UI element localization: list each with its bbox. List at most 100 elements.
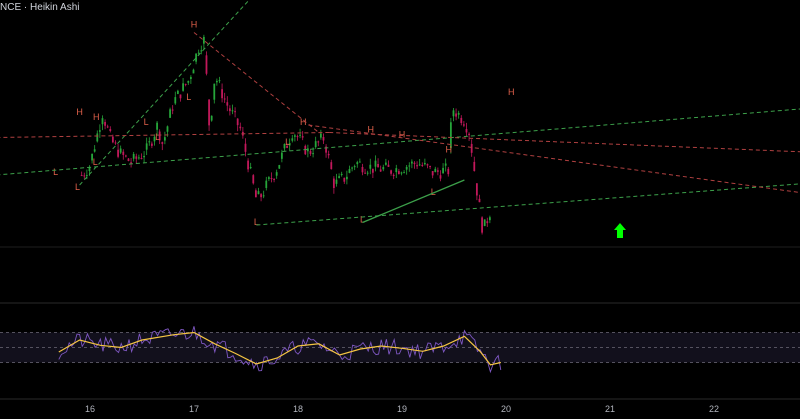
candle-body xyxy=(93,149,96,152)
pivot-label: L xyxy=(144,117,149,127)
candle-body xyxy=(288,143,291,146)
candle-body xyxy=(161,142,164,144)
candle-body xyxy=(221,89,223,99)
candle-body xyxy=(382,167,385,170)
trendline-solid xyxy=(362,179,465,224)
candle-body xyxy=(244,143,247,152)
candle-body xyxy=(338,176,340,178)
candle-body xyxy=(205,55,208,74)
candle-body xyxy=(153,136,156,142)
candle-body xyxy=(169,109,171,118)
candle-body xyxy=(124,155,127,157)
candle-body xyxy=(434,168,437,173)
candle-body xyxy=(470,143,473,153)
symbol-fragment: NCE xyxy=(0,2,22,13)
candle-body xyxy=(278,165,281,169)
candle-body xyxy=(234,111,236,113)
candle-body xyxy=(247,160,249,170)
candle-body xyxy=(140,157,143,159)
candle-body xyxy=(473,161,476,172)
candle-body xyxy=(332,178,335,189)
candle-body xyxy=(226,102,229,106)
candle-body xyxy=(465,129,468,133)
candle-body xyxy=(330,162,333,170)
trendline-resistance-3 xyxy=(329,132,800,153)
candle-body xyxy=(390,170,392,174)
candle-body xyxy=(145,143,148,150)
candle-body xyxy=(460,117,463,124)
candle-body xyxy=(249,166,252,169)
pivot-label: H xyxy=(399,130,406,140)
candle-body xyxy=(403,172,405,174)
candle-body xyxy=(483,219,486,227)
candle-body xyxy=(486,221,489,224)
pivot-label: L xyxy=(285,137,290,147)
candle-body xyxy=(254,190,257,198)
candle-body xyxy=(387,164,390,167)
candle-body xyxy=(231,110,234,112)
pivot-label: L xyxy=(75,182,80,192)
candle-body xyxy=(88,166,91,172)
candle-body xyxy=(265,180,268,188)
candle-body xyxy=(283,143,286,149)
candle-body xyxy=(184,83,187,85)
candle-body xyxy=(421,164,424,166)
pivot-label: L xyxy=(93,157,98,167)
candle-body xyxy=(202,36,205,44)
pivot-label: L xyxy=(155,132,160,142)
rsi-line xyxy=(58,326,502,374)
candle-body xyxy=(101,118,104,125)
candle-body xyxy=(200,50,203,52)
candle-body xyxy=(189,77,192,79)
candle-body xyxy=(275,172,278,176)
candle-body xyxy=(135,156,138,159)
candle-body xyxy=(309,151,312,154)
candle-body xyxy=(335,179,338,184)
x-tick-label: 19 xyxy=(397,404,407,414)
candle-body xyxy=(223,98,226,100)
candle-body xyxy=(270,178,273,180)
candle-body xyxy=(286,145,288,148)
candle-body xyxy=(299,134,301,136)
candle-body xyxy=(429,166,431,168)
pivot-label: H xyxy=(76,107,83,117)
candle-body xyxy=(85,175,88,177)
candle-body xyxy=(384,162,387,165)
candle-body xyxy=(239,126,242,129)
candle-body xyxy=(109,129,112,131)
candle-body xyxy=(452,110,455,117)
candle-body xyxy=(343,177,346,182)
candle-body xyxy=(163,137,166,141)
pivot-label: L xyxy=(431,187,436,197)
chart-header: NCE · Heikin Ashi xyxy=(0,2,80,13)
candle-body xyxy=(351,167,353,169)
candle-body xyxy=(356,162,359,165)
candle-body xyxy=(293,135,296,137)
candle-body xyxy=(442,167,444,174)
chart-style: Heikin Ashi xyxy=(30,2,80,13)
candle-body xyxy=(130,162,132,164)
candle-body xyxy=(257,191,260,195)
candle-body xyxy=(364,172,366,174)
trendline-support-long xyxy=(0,108,800,176)
candle-body xyxy=(400,172,403,174)
candle-body xyxy=(208,99,210,126)
candle-body xyxy=(132,154,135,159)
candle-body xyxy=(457,112,460,115)
pivot-label: L xyxy=(254,217,259,227)
pivot-label: H xyxy=(368,125,375,135)
candle-body xyxy=(176,90,179,94)
trendline-resistance-4 xyxy=(308,124,800,194)
candle-body xyxy=(122,151,125,155)
candle-body xyxy=(447,168,450,175)
candle-body xyxy=(369,164,372,169)
candle-body xyxy=(114,142,117,144)
candle-body xyxy=(319,133,322,138)
candle-body xyxy=(314,141,317,148)
candle-body xyxy=(260,194,262,198)
candle-body xyxy=(410,161,413,164)
candle-body xyxy=(449,122,452,149)
candle-body xyxy=(236,118,239,126)
candle-body xyxy=(488,217,491,221)
